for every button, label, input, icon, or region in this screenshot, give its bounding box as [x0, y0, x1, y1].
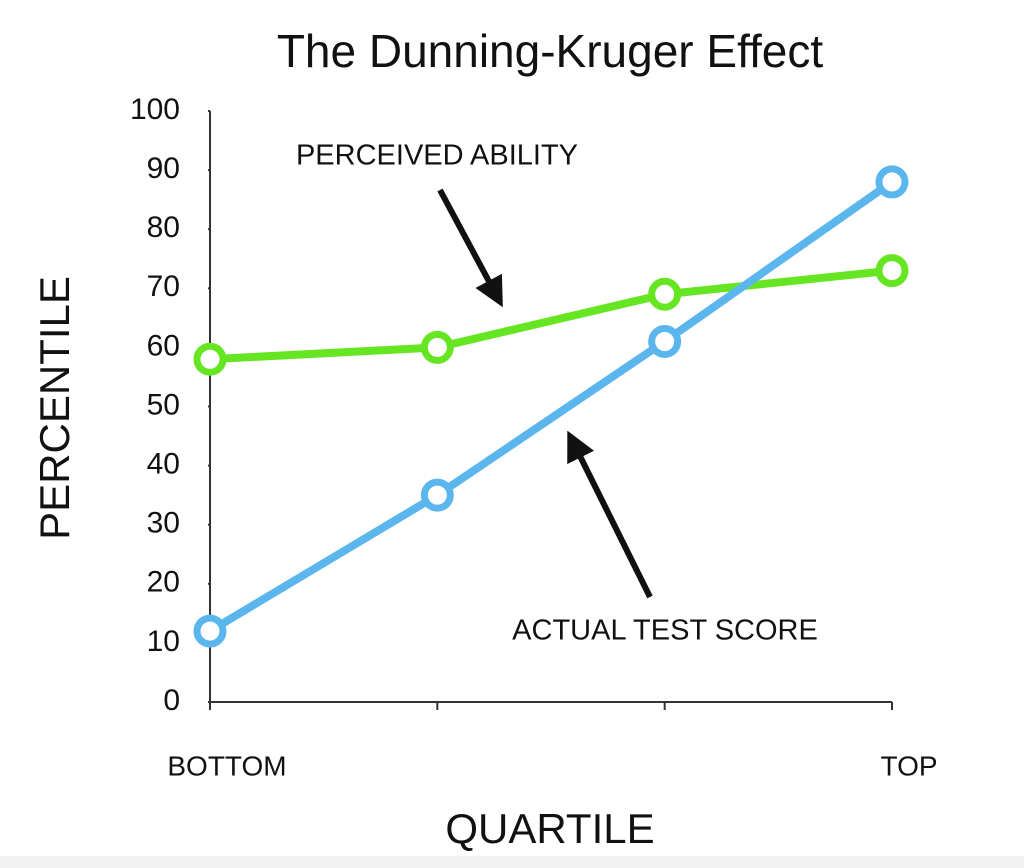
series-line	[207, 178, 895, 635]
x-tick-label: BOTTOM	[167, 750, 286, 781]
y-tick-label: 100	[130, 93, 180, 126]
annotation: ACTUAL TEST SCORE	[512, 615, 818, 647]
data-point	[875, 165, 909, 199]
data-point	[193, 614, 227, 648]
y-tick-label: 80	[147, 211, 180, 244]
data-point	[193, 342, 227, 376]
data-point	[648, 324, 682, 358]
data-point	[420, 478, 454, 512]
bottom-strip	[0, 856, 1024, 868]
annotation-arrow	[567, 430, 653, 599]
data-point	[648, 277, 682, 311]
data-point	[875, 254, 909, 288]
series-line	[209, 266, 893, 364]
annotation-arrow	[437, 188, 503, 308]
y-tick-label: 90	[147, 152, 180, 185]
y-tick-label: 0	[163, 684, 180, 717]
chart-title: The Dunning-Kruger Effect	[277, 25, 824, 77]
y-axis-title: PERCENTILE	[31, 276, 78, 540]
annotation: PERCEIVED ABILITY	[296, 140, 578, 172]
y-tick-label: 70	[147, 270, 180, 303]
y-tick-label: 10	[147, 625, 180, 658]
y-tick-label: 30	[147, 507, 180, 540]
x-axis-title: QUARTILE	[445, 805, 654, 852]
y-tick-label: 40	[147, 448, 180, 481]
data-point	[420, 330, 454, 364]
y-tick-label: 50	[147, 388, 180, 421]
y-tick-label: 20	[147, 566, 180, 599]
y-tick-label: 60	[147, 329, 180, 362]
x-tick-label: TOP	[880, 750, 937, 781]
